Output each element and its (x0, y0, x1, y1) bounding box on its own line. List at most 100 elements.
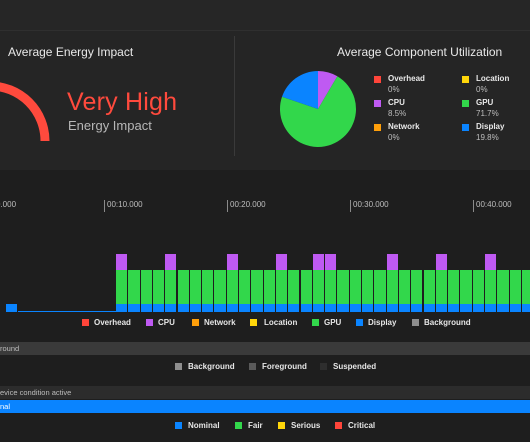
gpu-segment (509, 270, 521, 304)
display-segment (497, 304, 509, 312)
display-segment (214, 304, 226, 312)
legend-label: Overhead (94, 318, 131, 327)
timeline-ruler[interactable]: 0.000 00:10.000 00:20.000 00:30.000 00:4… (0, 190, 530, 218)
utilization-legend: Overhead 0% CPU 8.5% Network 0% Location… (374, 74, 524, 154)
thermal-legend: Nominal Fair Serious Critical (175, 421, 530, 433)
gpu-swatch (462, 100, 469, 107)
section-label: evice condition active (0, 388, 72, 397)
cpu-segment (165, 254, 177, 270)
nominal-swatch (175, 422, 182, 429)
timeline-bar (226, 254, 238, 312)
overhead-swatch (82, 319, 89, 326)
gpu-segment (177, 270, 189, 304)
timeline-bar (497, 254, 509, 312)
gpu-segment (165, 270, 177, 304)
display-segment (472, 304, 484, 312)
timeline-bar (362, 254, 374, 312)
legend-label: Suspended (333, 362, 377, 371)
component-utilization-title: Average Component Utilization (337, 45, 503, 59)
legend-value: 8.5% (388, 109, 407, 118)
top-strip (0, 0, 530, 31)
timeline-bar (386, 254, 398, 312)
pie-slice-display (282, 71, 318, 109)
display-segment (411, 304, 423, 312)
display-segment (349, 304, 361, 312)
display-segment (374, 304, 386, 312)
tick-label: 0.000 (0, 200, 17, 209)
cpu-segment (226, 254, 238, 270)
display-segment (165, 304, 177, 312)
timeline-bar (189, 254, 202, 312)
timeline-bar (300, 254, 312, 312)
display-segment (423, 304, 435, 312)
tick-label: 00:30.000 (353, 200, 389, 209)
display-segment (140, 304, 152, 312)
bar-label: nal (0, 402, 11, 411)
gpu-segment (128, 270, 140, 304)
legend-label: Serious (291, 421, 321, 430)
timeline-bar (152, 254, 165, 312)
baseline-line (18, 311, 116, 312)
critical-swatch (335, 422, 342, 429)
legend-name: CPU (388, 98, 405, 107)
gpu-swatch (312, 319, 319, 326)
location-swatch (250, 319, 257, 326)
legend-name: GPU (476, 98, 494, 107)
display-segment (251, 304, 263, 312)
gpu-segment (312, 270, 325, 304)
timeline-bar (128, 254, 140, 312)
gpu-segment (152, 270, 165, 304)
display-segment (448, 304, 460, 312)
gpu-segment (251, 270, 263, 304)
utilization-pie-chart (280, 71, 356, 147)
display-segment (362, 304, 374, 312)
timeline-bar (398, 254, 411, 312)
energy-impact-value: Very High (67, 88, 178, 116)
panel-divider (234, 36, 235, 156)
timeline-bar (288, 254, 300, 312)
timeline-bar (312, 254, 325, 312)
legend-label: Network (204, 318, 236, 327)
cpu-segment (312, 254, 325, 270)
tick-label: 00:20.000 (230, 200, 266, 209)
display-segment (263, 304, 275, 312)
timeline-bar (509, 254, 521, 312)
timeline-bar (263, 254, 275, 312)
thermal-state-bar[interactable]: nal (0, 400, 530, 413)
gpu-segment (288, 270, 300, 304)
gpu-segment (140, 270, 152, 304)
cpu-swatch (374, 100, 381, 107)
timeline-bar (521, 254, 530, 312)
timeline-bar (116, 254, 128, 312)
display-segment (177, 304, 189, 312)
suspended-swatch (320, 363, 327, 370)
cpu-segment (435, 254, 448, 270)
timeline-bar (435, 254, 448, 312)
gpu-segment (398, 270, 411, 304)
tick-mark (104, 200, 105, 212)
timeline-bar (448, 254, 460, 312)
legend-label: Location (264, 318, 298, 327)
foreground-swatch (249, 363, 256, 370)
tick-label: 00:40.000 (476, 200, 512, 209)
gpu-segment (472, 270, 484, 304)
gpu-segment (362, 270, 374, 304)
background-swatch (175, 363, 182, 370)
energy-timeline-chart[interactable] (0, 218, 530, 314)
timeline-bar (177, 254, 189, 312)
legend-label: CPU (158, 318, 175, 327)
display-segment (116, 304, 128, 312)
cpu-segment (485, 254, 497, 270)
legend-name: Overhead (388, 74, 425, 83)
fair-swatch (235, 422, 242, 429)
legend-label: Nominal (188, 421, 220, 430)
legend-name: Location (476, 74, 510, 83)
app-state-track[interactable]: round (0, 342, 530, 355)
gpu-segment (275, 270, 288, 304)
display-segment (312, 304, 325, 312)
timeline-bar (214, 254, 226, 312)
timeline-bar (251, 254, 263, 312)
legend-value: 0% (388, 85, 400, 94)
pie-slice-gpu (280, 76, 356, 147)
display-segment (275, 304, 288, 312)
